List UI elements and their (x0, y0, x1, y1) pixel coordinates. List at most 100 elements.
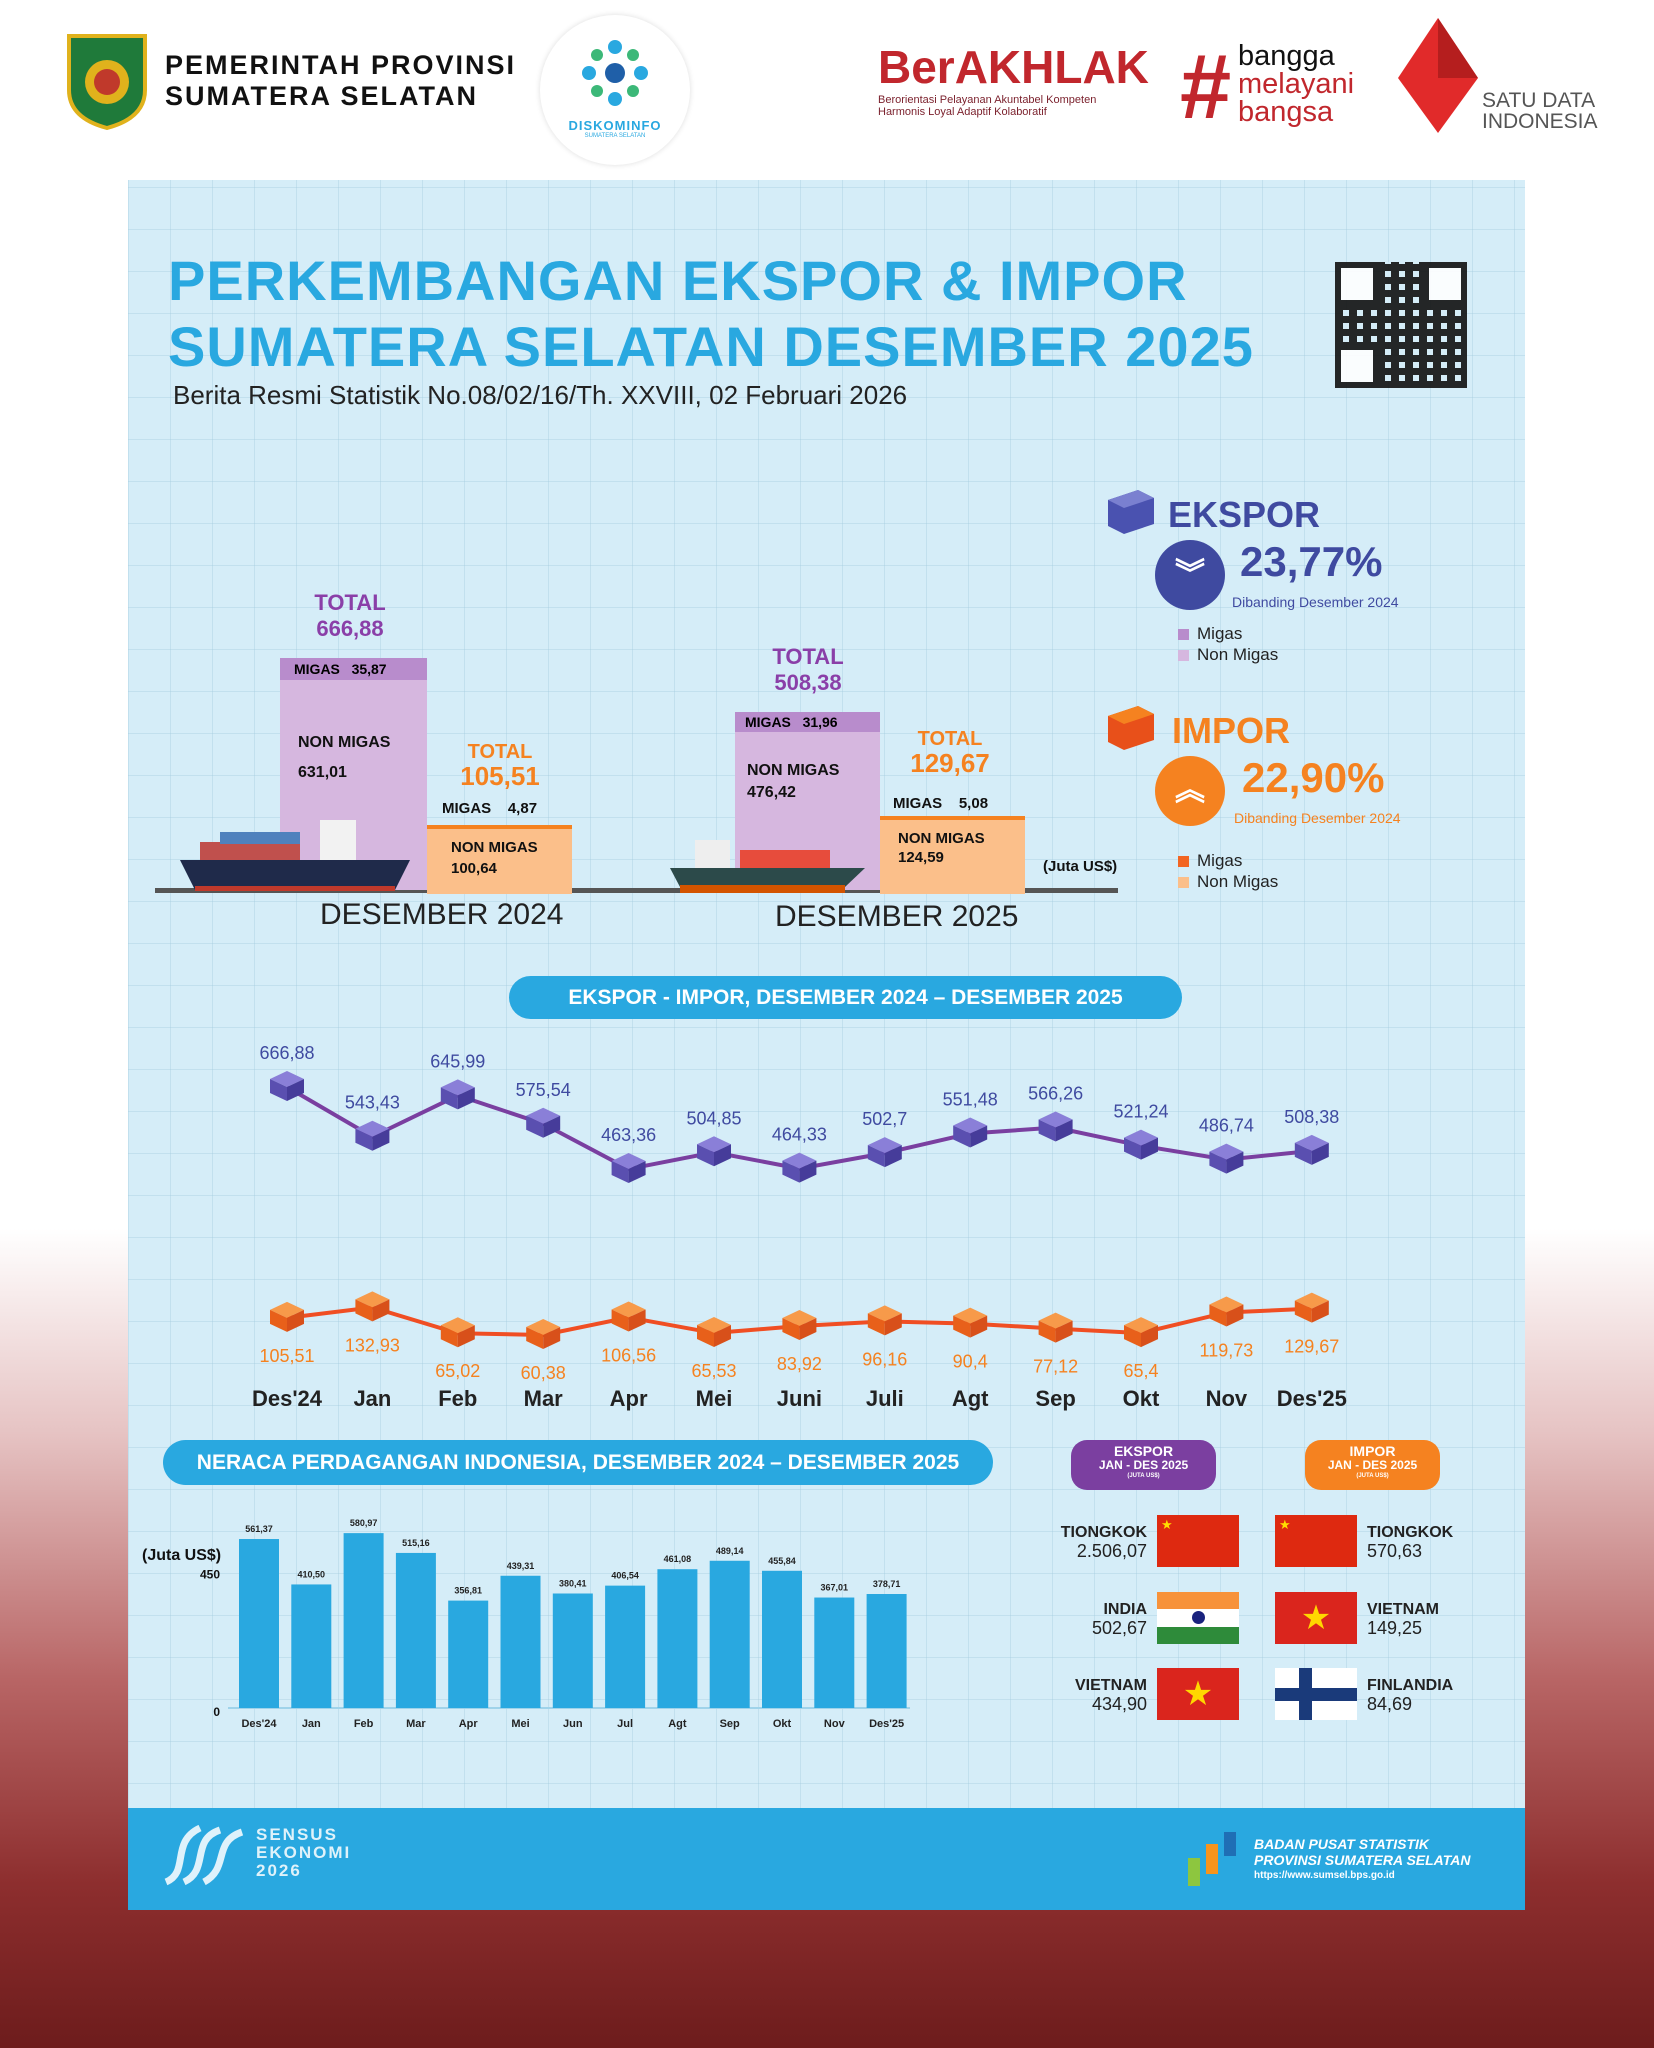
x-tick-label: Mei (511, 1718, 529, 1730)
x-tick-label: Mar (406, 1718, 426, 1730)
bar (605, 1585, 646, 1708)
flag-finland-icon (1275, 1668, 1357, 1720)
country-value: 2.506,07 (1076, 1541, 1147, 1561)
data-label: 65,53 (691, 1361, 736, 1381)
flag-china-icon: ★ (1275, 1515, 1357, 1567)
sensus-ekonomi-logo: SENSUS EKONOMI 2026 (160, 1822, 349, 1893)
province-emblem (65, 30, 149, 131)
data-label: 504,85 (686, 1108, 741, 1128)
bar-value-label: 378,71 (873, 1579, 901, 1589)
data-label: 566,26 (1028, 1084, 1083, 1104)
bar (866, 1594, 907, 1708)
x-tick-label: Feb (438, 1386, 477, 1411)
data-point (697, 1317, 731, 1348)
berakhlak-logo: BerAKHLAK Berorientasi Pelayanan Akuntab… (878, 40, 1149, 118)
bps-logo: BADAN PUSAT STATISTIK PROVINSI SUMATERA S… (1178, 1828, 1471, 1893)
data-label: 96,16 (862, 1349, 907, 1369)
data-label: 464,33 (772, 1125, 827, 1145)
data-label: 106,56 (601, 1345, 656, 1365)
data-label: 521,24 (1113, 1102, 1168, 1122)
x-tick-label: Jan (302, 1718, 321, 1730)
data-point (1294, 1134, 1329, 1165)
ekspor-migas-band-2025: MIGAS 31,96 (735, 712, 880, 732)
ekspor-partners-title: EKSPOR JAN - DES 2025 (JUTA US$) (1071, 1440, 1216, 1490)
x-tick-label: Jan (353, 1386, 391, 1411)
x-tick-label: Nov (824, 1718, 846, 1730)
bar-value-label: 515,16 (402, 1538, 430, 1548)
satu-data-logo: SATU DATA INDONESIA (1398, 18, 1598, 138)
bar (239, 1539, 279, 1708)
bar-value-label: 367,01 (821, 1583, 849, 1593)
data-point (440, 1317, 475, 1348)
partner-impor: VIETNAM 149,25 (1367, 1600, 1439, 1638)
x-tick-label: Jul (617, 1718, 633, 1730)
data-point (611, 1301, 646, 1332)
x-tick-label: Sep (720, 1718, 740, 1730)
x-tick-label: Jun (563, 1718, 583, 1730)
data-point (867, 1137, 902, 1168)
x-tick-label: Feb (354, 1718, 374, 1730)
data-label: 119,73 (1200, 1340, 1254, 1360)
bar (291, 1584, 332, 1708)
data-point (1209, 1143, 1244, 1174)
ekspor-label: EKSPOR (1168, 494, 1321, 535)
data-label: 543,43 (345, 1093, 400, 1113)
impor-total-2024: TOTAL 105,51 (460, 741, 540, 791)
data-point (1038, 1312, 1073, 1343)
data-label: 645,99 (430, 1051, 485, 1071)
impor-legend: Migas Non Migas (1178, 850, 1278, 892)
arrow-down-icon: ︾ (1155, 540, 1225, 610)
data-label: 132,93 (345, 1335, 400, 1355)
flag-vietnam-icon: ★ (1275, 1592, 1357, 1644)
data-point (526, 1107, 561, 1138)
line-section-title: EKSPOR - IMPOR, DESEMBER 2024 – DESEMBER… (509, 976, 1182, 1019)
data-label: 83,92 (777, 1354, 822, 1374)
berakhlak-text: BerAKHLAK (878, 41, 1149, 93)
x-tick-label: Nov (1206, 1386, 1248, 1411)
y-axis-label: (Juta US$) (142, 1547, 221, 1564)
impor-summary: IMPOR ︽ 22,90% Dibanding Desember 2024 M… (1108, 706, 1401, 891)
impor-bar-2025: NON MIGAS 124,59 (880, 816, 1025, 894)
subtitle: Berita Resmi Statistik No.08/02/16/Th. X… (173, 380, 908, 410)
x-tick-label: Agt (952, 1386, 989, 1411)
x-tick-label: Okt (1123, 1386, 1160, 1411)
country-name: TIONGKOK (1060, 1524, 1147, 1541)
data-label: 129,67 (1284, 1337, 1339, 1357)
ekspor-note: Dibanding Desember 2024 (1232, 594, 1399, 610)
data-label: 90,4 (953, 1352, 988, 1372)
country-name: VIETNAM (1367, 1601, 1439, 1618)
bar (657, 1569, 698, 1708)
x-tick-label: Agt (668, 1718, 687, 1730)
bar-value-label: 439,31 (507, 1561, 535, 1571)
data-point (355, 1120, 390, 1151)
country-name: INDIA (1103, 1601, 1147, 1618)
bar-section-title: NERACA PERDAGANGAN INDONESIA, DESEMBER 2… (163, 1440, 993, 1485)
qr-code[interactable] (1335, 262, 1467, 388)
data-point (1124, 1317, 1158, 1348)
bar-value-label: 489,14 (716, 1546, 744, 1556)
ekspor-total-2025: TOTAL 508,38 (772, 644, 844, 695)
partner-ekspor: INDIA 502,67 (1092, 1600, 1147, 1638)
data-point (953, 1117, 988, 1148)
country-value: 149,25 (1367, 1618, 1423, 1638)
data-label: 551,48 (943, 1089, 998, 1109)
impor-partners-title: IMPOR JAN - DES 2025 (JUTA US$) (1305, 1440, 1440, 1490)
data-point (440, 1079, 475, 1110)
data-label: 486,74 (1199, 1116, 1254, 1136)
container-ship-icon (180, 820, 410, 900)
country-value: 502,67 (1091, 1618, 1147, 1638)
data-label: 65,4 (1123, 1361, 1158, 1381)
berakhlak-sub1: Berorientasi Pelayanan Akuntabel Kompete… (878, 94, 1097, 106)
data-label: 666,88 (259, 1043, 314, 1063)
partner-ekspor: VIETNAM 434,90 (1075, 1676, 1147, 1714)
data-point (1209, 1296, 1244, 1327)
x-tick-label: Juni (777, 1386, 822, 1411)
country-name: TIONGKOK (1367, 1524, 1454, 1541)
data-point (1124, 1129, 1158, 1160)
data-point (782, 1152, 817, 1183)
data-point (355, 1291, 390, 1322)
bar (343, 1533, 384, 1708)
y-tick-label: 450 (200, 1568, 220, 1582)
x-tick-label: Juli (866, 1386, 904, 1411)
